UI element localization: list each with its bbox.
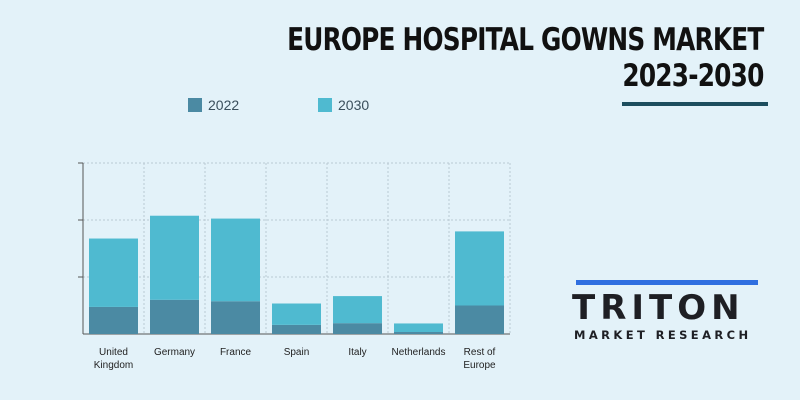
triton-logo: TRITON MARKET RESEARCH	[572, 280, 762, 344]
x-tick-label: Netherlands	[392, 347, 446, 358]
legend-swatch-2030	[318, 98, 332, 112]
x-tick-label: United Kingdom	[94, 347, 133, 371]
x-tick-label: Rest of Europe	[463, 347, 496, 371]
bar-2030-3	[272, 303, 321, 325]
bar-2030-4	[333, 296, 382, 324]
legend-label-2022: 2022	[208, 97, 240, 113]
logo-accent-bar	[576, 280, 758, 285]
legend-item-2022: 2022	[188, 97, 318, 113]
logo-subtitle: MARKET RESEARCH	[574, 328, 752, 342]
bar-2030-6	[455, 231, 504, 306]
legend-swatch-2022	[188, 98, 202, 112]
x-tick-label-line: Italy	[348, 347, 366, 358]
x-tick-label-line: Rest of	[464, 347, 496, 358]
bar-2022-3	[272, 324, 321, 334]
bar-2022-5	[394, 332, 443, 334]
bar-2030-2	[211, 218, 260, 302]
bar-2022-6	[455, 305, 504, 334]
bar-2030-1	[150, 215, 199, 300]
x-tick-label-line: Kingdom	[94, 360, 133, 371]
chart-title-line1: EUROPE HOSPITAL GOWNS MARKET	[287, 22, 765, 58]
x-tick-label-line: Spain	[284, 347, 310, 358]
x-tick-label: Spain	[284, 347, 310, 358]
chart-legend: 2022 2030	[188, 97, 448, 113]
logo-wordmark: TRITON	[572, 288, 745, 328]
bar-2022-4	[333, 323, 382, 334]
bar-2030-0	[89, 238, 138, 307]
chart-title-line2: 2023-2030	[622, 58, 765, 94]
legend-label-2030: 2030	[338, 97, 370, 113]
legend-item-2030: 2030	[318, 97, 448, 113]
x-tick-label: Germany	[154, 347, 195, 358]
bar-2022-2	[211, 301, 260, 334]
bar-2030-5	[394, 323, 443, 333]
bar-2022-0	[89, 306, 138, 334]
x-tick-label-line: Netherlands	[392, 347, 446, 358]
x-tick-label: France	[220, 347, 252, 358]
chart-title: EUROPE HOSPITAL GOWNS MARKET 2023-2030	[287, 22, 765, 94]
x-tick-label-line: France	[220, 347, 252, 358]
title-underline	[622, 102, 768, 106]
x-tick-label: Italy	[348, 347, 366, 358]
x-tick-label-line: Germany	[154, 347, 195, 358]
x-tick-label-line: United	[99, 347, 128, 358]
bar-2022-1	[150, 299, 199, 334]
x-tick-label-line: Europe	[463, 360, 496, 371]
